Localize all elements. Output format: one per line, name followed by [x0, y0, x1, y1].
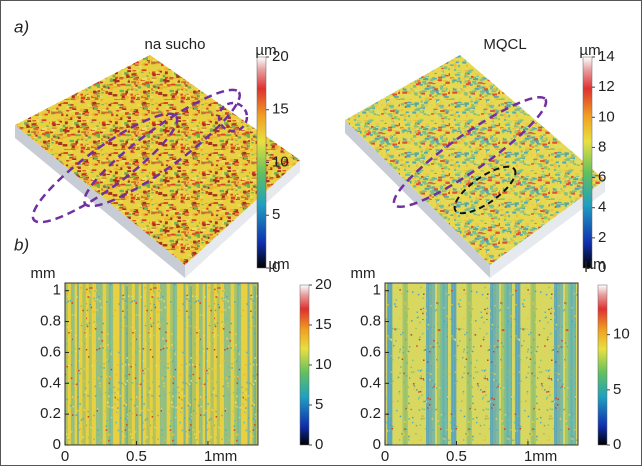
- colorbar-scale: [299, 284, 310, 446]
- surface: [15, 55, 300, 265]
- highlight: [453, 165, 517, 215]
- map: mm 0 0.2 0.4 0.6 0.8 1 0 0.5 1mm: [31, 265, 259, 465]
- y-tick-label: 0.4: [40, 374, 61, 391]
- y-unit: mm: [31, 265, 56, 282]
- colorbar-scale: [256, 56, 267, 269]
- y-tick-label: 0.2: [40, 405, 61, 422]
- highlight: [31, 112, 179, 224]
- colorbar-unit: µm: [268, 256, 289, 273]
- colorbar-unit: µm: [255, 42, 276, 59]
- highlight: [392, 95, 548, 209]
- colorbar-tick-label: 8: [598, 138, 606, 155]
- colorbar-tick-label: 10: [598, 108, 615, 125]
- y-tick-label: 1: [53, 282, 61, 299]
- colorbar-tick-label: 0: [315, 436, 323, 453]
- colorbar-tick-label: 10: [272, 153, 289, 170]
- colorbar-tick-label: 5: [613, 381, 621, 398]
- colorbar-tick-label: 5: [272, 206, 280, 223]
- y-unit: mm: [351, 265, 376, 282]
- height-map: [64, 282, 259, 446]
- colorbar-tick-label: 4: [598, 199, 606, 216]
- panel-label: a): [14, 17, 29, 36]
- x-tick-label: 0.5: [446, 448, 467, 465]
- slab-side: [490, 180, 605, 278]
- highlight: [217, 101, 249, 133]
- colorbar-tick-label: 6: [598, 169, 606, 186]
- colorbar-tick-label: 2: [598, 229, 606, 246]
- map: mm 0 0.2 0.4 0.6 0.8 1 0 0.5 1mm: [351, 265, 579, 465]
- y-tick-label: 0.6: [360, 343, 381, 360]
- colorbar-tick-label: 5: [315, 396, 323, 413]
- y-tick-label: 1: [373, 282, 381, 299]
- y-tick-label: 0.2: [360, 405, 381, 422]
- y-tick-label: 0: [53, 436, 61, 453]
- colorbar-tick-label: 0: [613, 436, 621, 453]
- surface: [345, 55, 605, 265]
- colorbar-tick-label: 10: [315, 356, 332, 373]
- colorbar-unit: µm: [579, 42, 600, 59]
- colorbar-scale: [582, 56, 593, 269]
- colorbar-tick-label: 15: [315, 316, 332, 333]
- x-tick-label: 0: [61, 448, 69, 465]
- colorbar-scale: [597, 284, 608, 446]
- colorbar-tick-label: 12: [598, 78, 615, 95]
- panel-label: b): [14, 235, 29, 254]
- surfaces: [15, 55, 605, 278]
- y-tick-label: 0: [373, 436, 381, 453]
- y-tick-label: 0.8: [40, 313, 61, 330]
- slab-side: [15, 125, 185, 278]
- panel-title: na sucho: [145, 36, 206, 53]
- panel-title: MQCL: [483, 36, 526, 53]
- colorbar-tick-label: 15: [272, 101, 289, 118]
- highlight: [82, 88, 242, 208]
- x-tick-label: 1mm: [524, 448, 557, 465]
- colorbar-tick-label: 20: [315, 276, 332, 293]
- colorbar-tick-label: 0: [598, 259, 606, 276]
- y-tick-label: 0.6: [40, 343, 61, 360]
- colorbar-tick-label: 20: [272, 48, 289, 65]
- x-tick-label: 0: [381, 448, 389, 465]
- y-tick-label: 0.4: [360, 374, 381, 391]
- y-tick-label: 0.8: [360, 313, 381, 330]
- slab-side: [345, 120, 490, 278]
- x-tick-label: 0.5: [126, 448, 147, 465]
- x-tick-label: 1mm: [204, 448, 237, 465]
- colorbar-tick-label: 14: [598, 48, 615, 65]
- height-map: [384, 282, 579, 446]
- slab-side: [185, 160, 300, 278]
- colorbar-tick-label: 10: [613, 326, 630, 343]
- colorbar-unit: µm: [584, 256, 605, 273]
- colorbar-tick-label: 0: [272, 259, 280, 276]
